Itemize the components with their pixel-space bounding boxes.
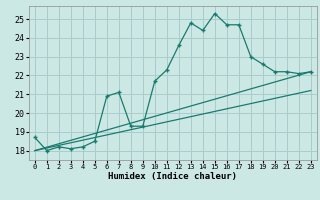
X-axis label: Humidex (Indice chaleur): Humidex (Indice chaleur) (108, 172, 237, 181)
